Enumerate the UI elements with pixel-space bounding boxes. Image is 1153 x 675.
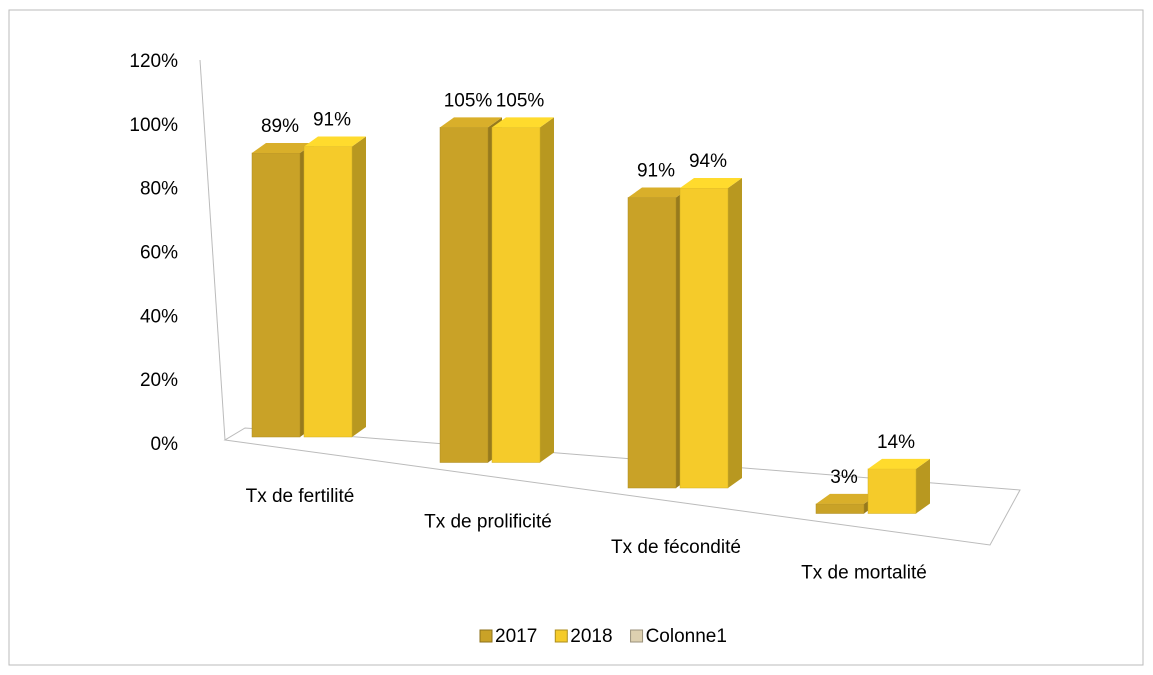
bar-top — [680, 177, 742, 188]
bar — [867, 458, 930, 514]
bar-top — [440, 117, 502, 128]
y-tick-label: 40% — [140, 306, 178, 327]
bar-front — [679, 187, 729, 489]
bar-front — [251, 152, 301, 438]
legend-swatch — [479, 629, 493, 643]
bar-front — [627, 197, 677, 489]
y-tick-label: 60% — [140, 243, 178, 264]
bar-front — [815, 503, 865, 514]
x-tick-label: Tx de mortalité — [801, 563, 927, 584]
x-tick-label: Tx de fécondité — [611, 537, 741, 558]
data-label: 3% — [830, 467, 858, 488]
data-label: 105% — [496, 90, 545, 111]
y-axis-wall — [199, 59, 226, 441]
bar-top — [304, 136, 366, 147]
y-tick-label: 120% — [129, 51, 178, 72]
data-label: 94% — [689, 151, 727, 172]
floor — [223, 427, 1021, 546]
bar-side — [728, 177, 742, 488]
bar-top — [492, 117, 554, 128]
bar-top — [868, 458, 930, 469]
bar — [303, 136, 366, 438]
bar-top — [628, 187, 690, 198]
bar-front — [867, 468, 917, 514]
data-label: 91% — [637, 161, 675, 182]
bar-front — [303, 146, 353, 438]
data-label: 91% — [313, 110, 351, 131]
legend-label: Colonne1 — [646, 626, 727, 647]
y-tick-label: 0% — [151, 434, 179, 455]
data-label: 89% — [261, 116, 299, 137]
bar-side — [916, 458, 930, 514]
data-label: 14% — [877, 432, 915, 453]
bar-side — [352, 136, 366, 437]
y-tick-label: 20% — [140, 370, 178, 391]
x-tick-label: Tx de prolificité — [424, 512, 552, 533]
x-tick-label: Tx de fertilité — [246, 486, 355, 507]
chart-frame — [8, 9, 1144, 666]
legend-label: 2017 — [495, 626, 537, 647]
legend-swatch — [554, 629, 568, 643]
data-label: 105% — [444, 90, 493, 111]
legend-swatch — [630, 629, 644, 643]
bar-top — [816, 493, 878, 504]
bar-side — [540, 117, 554, 463]
bar — [491, 117, 554, 463]
bar-front — [491, 127, 541, 463]
legend-label: 2018 — [570, 626, 612, 647]
y-tick-label: 100% — [129, 115, 178, 136]
y-tick-label: 80% — [140, 179, 178, 200]
bar — [679, 177, 742, 489]
bar-front — [439, 127, 489, 463]
bar-top — [252, 142, 314, 153]
